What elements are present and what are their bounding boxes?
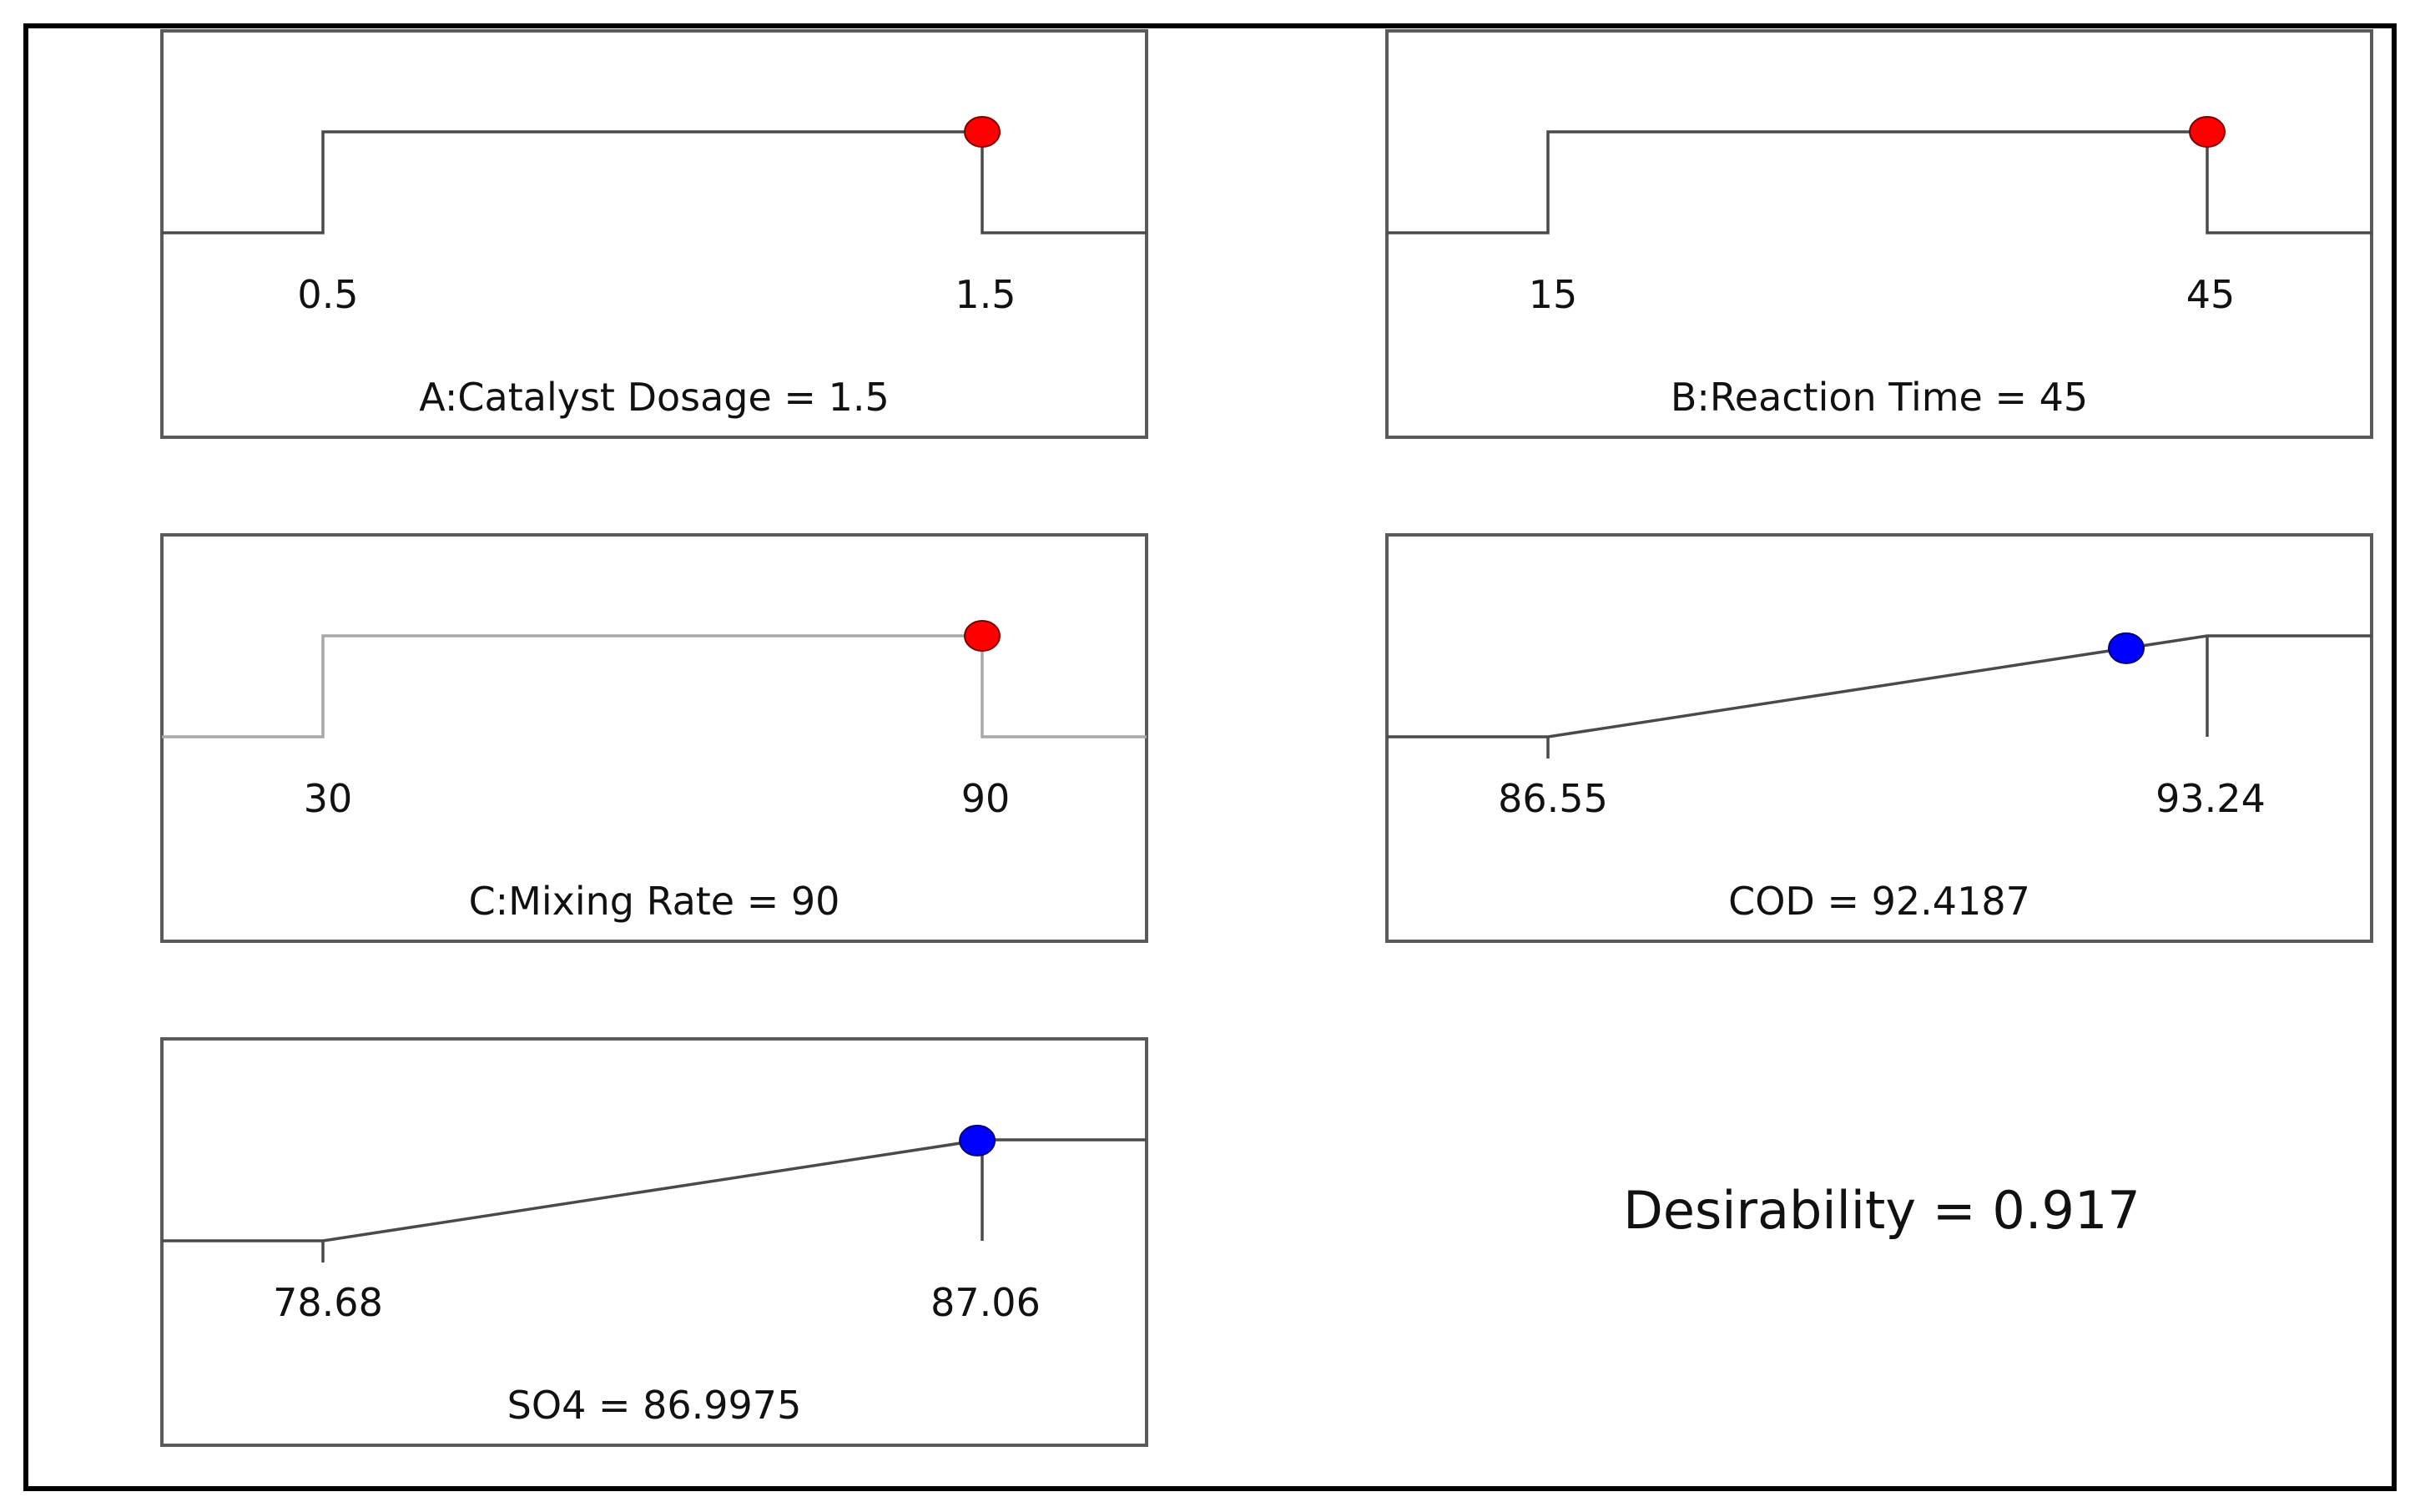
panel-frame [1385, 533, 2373, 943]
panel-mixing-rate: 30 90 C:Mixing Rate = 90 [160, 533, 1148, 943]
ramp-line [162, 634, 1147, 738]
desirability-label: Desirability = 0.917 [1623, 1180, 2140, 1241]
setting-point[interactable] [964, 620, 1001, 652]
ramp-line [1387, 130, 2372, 234]
ramp-line [1387, 634, 2372, 738]
setting-point[interactable] [2189, 116, 2226, 148]
low-tick-label: 0.5 [297, 272, 358, 317]
ramp-line [162, 1138, 1147, 1242]
panel-label: A:Catalyst Dosage = 1.5 [419, 375, 889, 420]
low-tick-label: 78.68 [273, 1280, 383, 1325]
panel-label: SO4 = 86.9975 [507, 1383, 802, 1428]
panel-reaction-time: 15 45 B:Reaction Time = 45 [1385, 29, 2373, 439]
panel-catalyst-dosage: 0.5 1.5 A:Catalyst Dosage = 1.5 [160, 29, 1148, 439]
high-tick-label: 1.5 [955, 272, 1016, 317]
panel-frame [160, 1037, 1148, 1447]
low-tick-label: 86.55 [1498, 776, 1608, 821]
panel-so4: 78.68 87.06 SO4 = 86.9975 [160, 1037, 1148, 1447]
panel-cod: 86.55 93.24 COD = 92.4187 [1385, 533, 2373, 943]
high-tick-label: 87.06 [930, 1280, 1041, 1325]
panel-label: C:Mixing Rate = 90 [469, 879, 840, 924]
panel-label: COD = 92.4187 [1728, 879, 2030, 924]
prediction-point[interactable] [2108, 632, 2145, 664]
setting-point[interactable] [964, 116, 1001, 148]
high-tick-label: 93.24 [2155, 776, 2266, 821]
figure-frame [23, 23, 2397, 1491]
prediction-point[interactable] [959, 1124, 996, 1157]
low-tick-label: 15 [1529, 272, 1578, 317]
high-tick-label: 90 [961, 776, 1011, 821]
ramp-line [162, 130, 1147, 234]
high-tick-label: 45 [2186, 272, 2236, 317]
low-tick-label: 30 [304, 776, 353, 821]
panel-label: B:Reaction Time = 45 [1671, 375, 2088, 420]
